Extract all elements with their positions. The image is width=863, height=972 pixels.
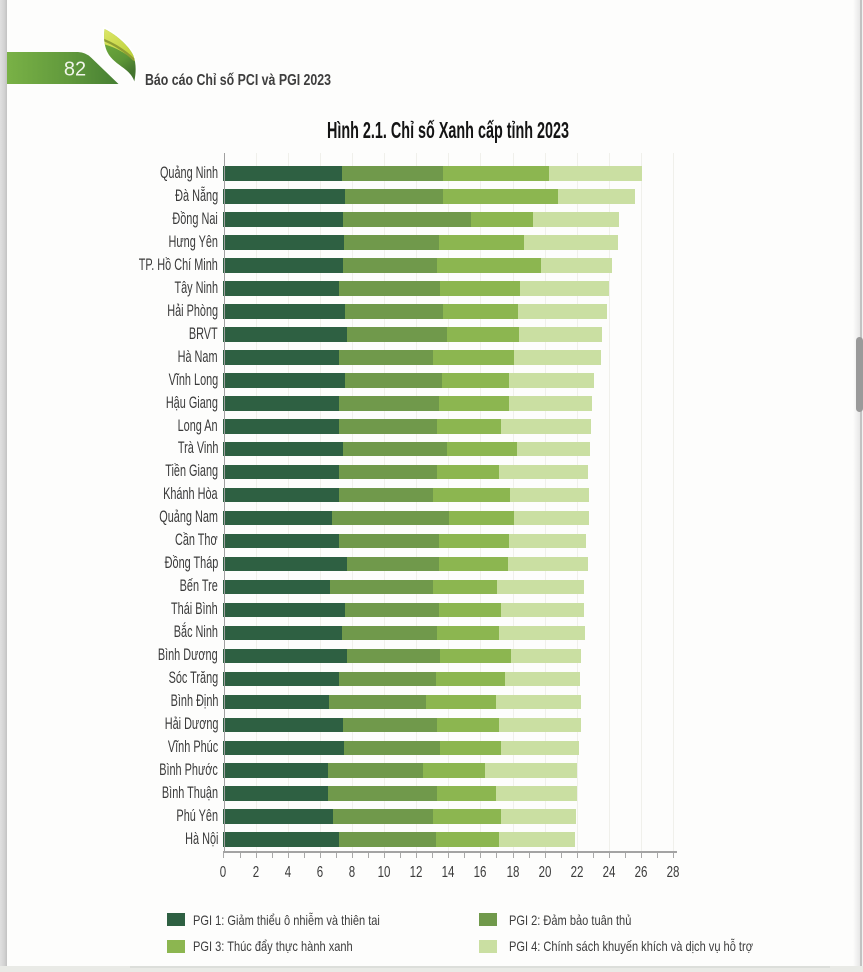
- svg-text:82: 82: [64, 59, 86, 81]
